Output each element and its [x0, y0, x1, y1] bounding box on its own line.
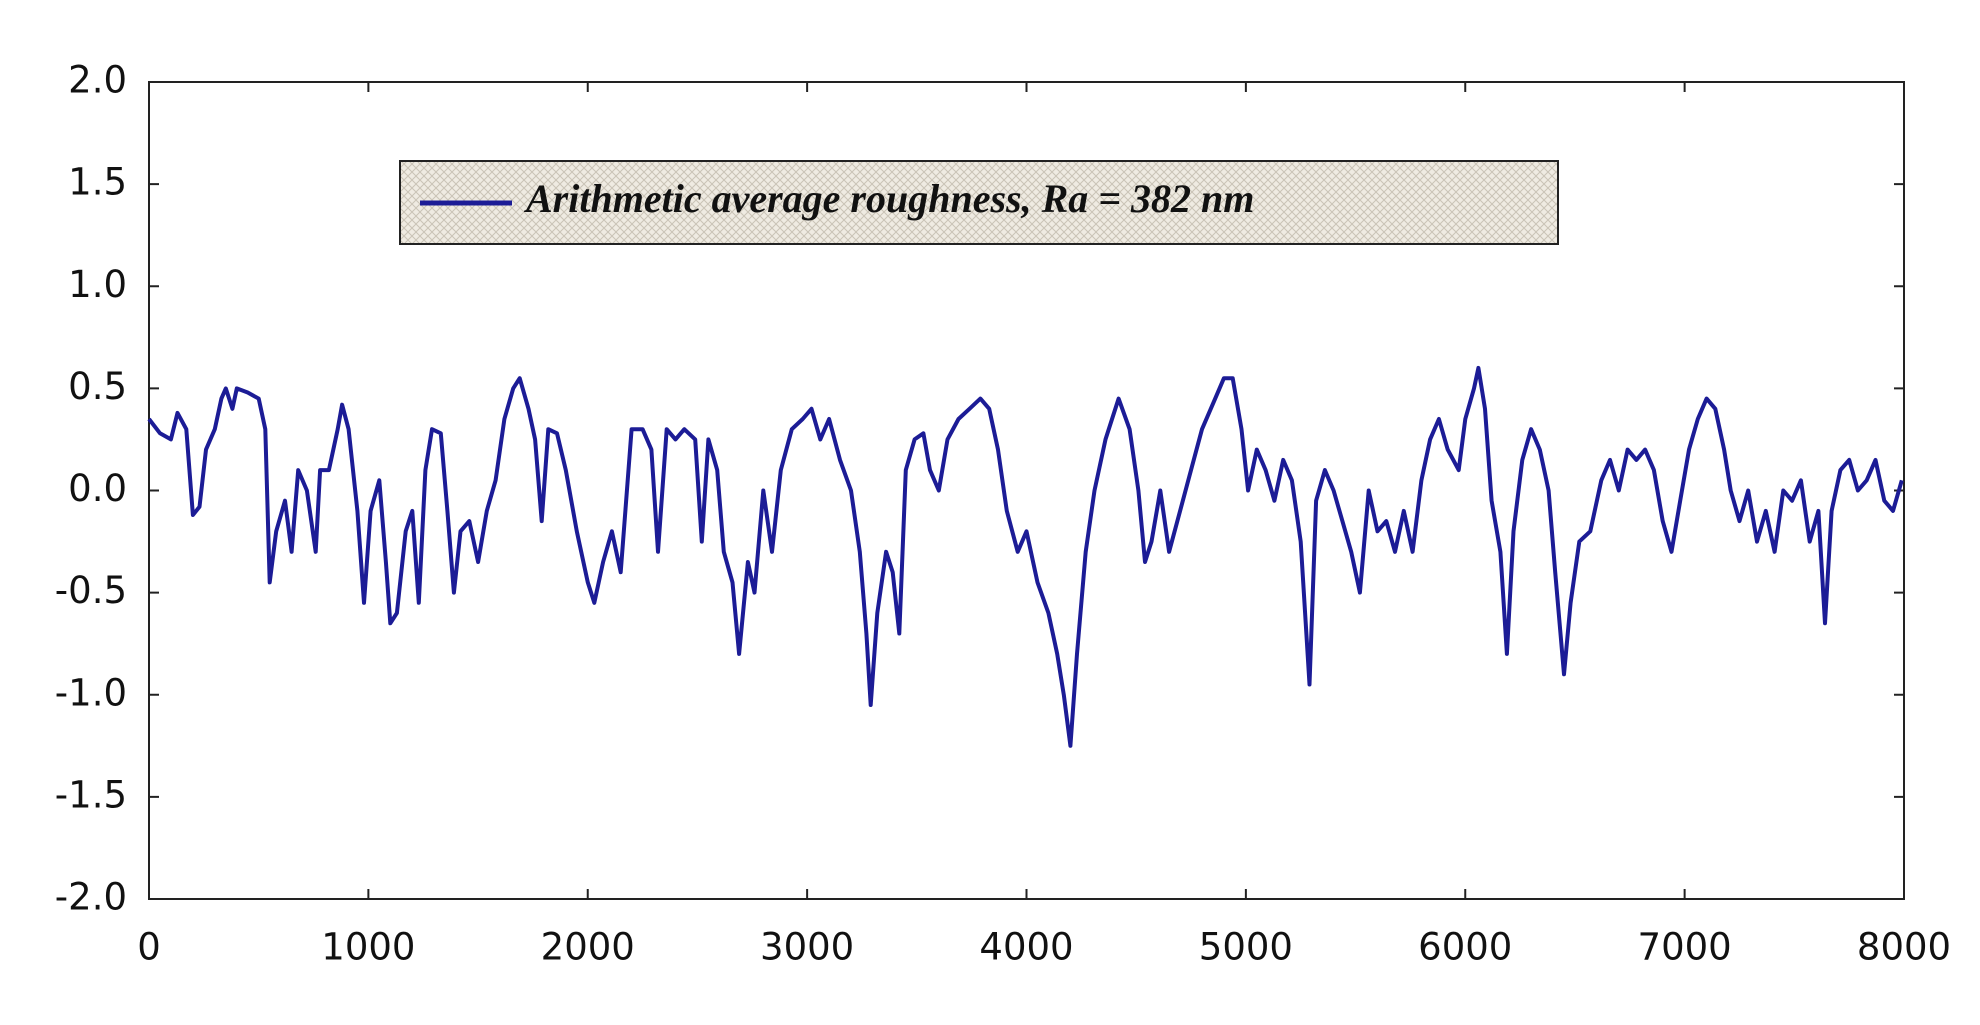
y-tick-label: 1.5 [68, 161, 127, 204]
y-tick-label: 0.0 [68, 467, 127, 510]
x-tick-label: 4000 [979, 926, 1073, 969]
x-tick-label: 7000 [1638, 926, 1732, 969]
y-tick-label: 0.5 [68, 365, 127, 408]
y-tick-label: -2.0 [55, 876, 127, 919]
x-tick-label: 0 [137, 926, 161, 969]
x-tick-label: 1000 [321, 926, 415, 969]
x-tick-label: 3000 [760, 926, 854, 969]
y-tick-label: -1.5 [55, 773, 127, 816]
y-tick-label: -1.0 [55, 671, 127, 714]
y-tick-label: 2.0 [68, 59, 127, 102]
x-tick-label: 2000 [541, 926, 635, 969]
x-tick-label: 8000 [1857, 926, 1951, 969]
y-tick-label: -0.5 [55, 569, 127, 612]
x-tick-label: 5000 [1199, 926, 1293, 969]
legend-box [399, 160, 1559, 245]
legend-label: Arithmetic average roughness, Ra = 382 n… [523, 176, 1254, 221]
y-tick-label: 1.0 [68, 263, 127, 306]
x-tick-label: 6000 [1418, 926, 1512, 969]
legend: Arithmetic average roughness, Ra = 382 n… [399, 160, 1559, 245]
data-line [147, 365, 1904, 748]
